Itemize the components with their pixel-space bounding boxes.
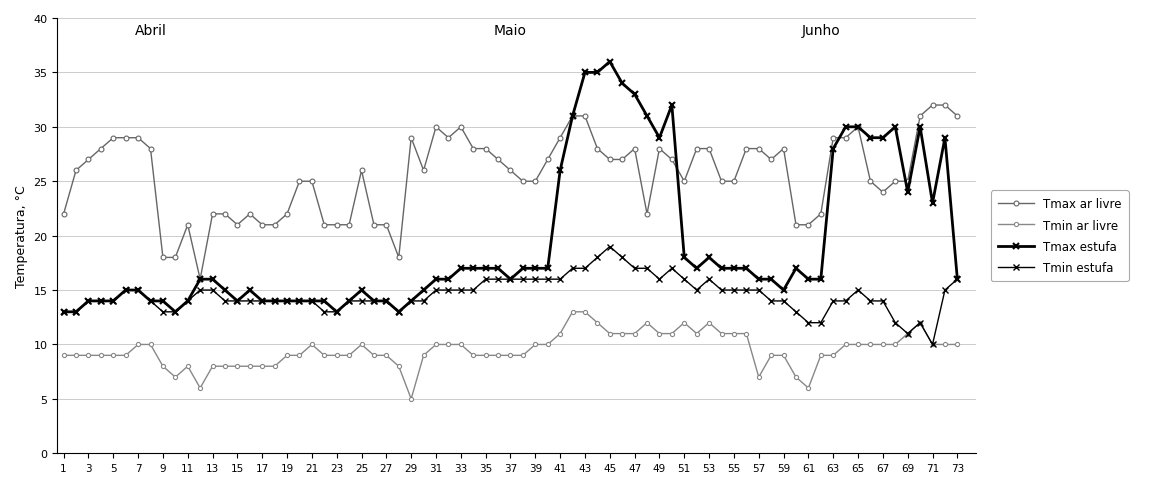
Tmax ar livre xyxy=(367,223,381,228)
Tmax estufa xyxy=(504,277,517,283)
Tmin estufa xyxy=(839,298,852,304)
Tmin ar livre xyxy=(57,353,70,359)
Tmax estufa xyxy=(57,309,70,315)
Text: Maio: Maio xyxy=(494,24,527,38)
Line: Tmin ar livre: Tmin ar livre xyxy=(61,310,960,401)
Tmin ar livre xyxy=(355,342,368,347)
Legend: Tmax ar livre, Tmin ar livre, Tmax estufa, Tmin estufa: Tmax ar livre, Tmin ar livre, Tmax estuf… xyxy=(991,191,1128,282)
Line: Tmax ar livre: Tmax ar livre xyxy=(61,103,960,282)
Tmax ar livre xyxy=(516,179,530,185)
Tmin estufa xyxy=(504,277,517,283)
Tmin estufa xyxy=(255,298,269,304)
Tmin estufa xyxy=(355,298,368,304)
Tmin estufa xyxy=(951,277,964,283)
Line: Tmin estufa: Tmin estufa xyxy=(61,244,960,347)
Tmin ar livre xyxy=(951,342,964,347)
Tmin ar livre xyxy=(566,309,580,315)
Tmin estufa xyxy=(925,342,939,347)
Tmax estufa xyxy=(355,287,368,293)
Tmin ar livre xyxy=(826,353,840,359)
Tmax estufa xyxy=(839,124,852,130)
Tmax estufa xyxy=(814,277,828,283)
Tmax ar livre xyxy=(268,223,282,228)
Tmax ar livre xyxy=(925,103,939,109)
Line: Tmax estufa: Tmax estufa xyxy=(60,59,961,316)
Tmax ar livre xyxy=(875,190,889,196)
Tmin ar livre xyxy=(404,396,418,402)
Tmax ar livre xyxy=(951,114,964,120)
Text: Abril: Abril xyxy=(135,24,166,38)
Tmax ar livre xyxy=(839,136,852,142)
Tmax ar livre xyxy=(57,211,70,217)
Tmin estufa xyxy=(814,320,828,326)
Tmin estufa xyxy=(875,298,889,304)
Tmax estufa xyxy=(875,136,889,142)
Tmin ar livre xyxy=(516,353,530,359)
Tmin ar livre xyxy=(851,342,865,347)
Tmax ar livre xyxy=(193,277,207,283)
Tmin estufa xyxy=(57,309,70,315)
Y-axis label: Temperatura, °C: Temperatura, °C xyxy=(15,185,28,287)
Tmin estufa xyxy=(603,244,617,250)
Tmax ar livre xyxy=(814,211,828,217)
Tmax estufa xyxy=(951,277,964,283)
Tmax estufa xyxy=(255,298,269,304)
Tmin ar livre xyxy=(888,342,902,347)
Text: Junho: Junho xyxy=(802,24,840,38)
Tmax estufa xyxy=(603,60,617,65)
Tmin ar livre xyxy=(255,364,269,369)
